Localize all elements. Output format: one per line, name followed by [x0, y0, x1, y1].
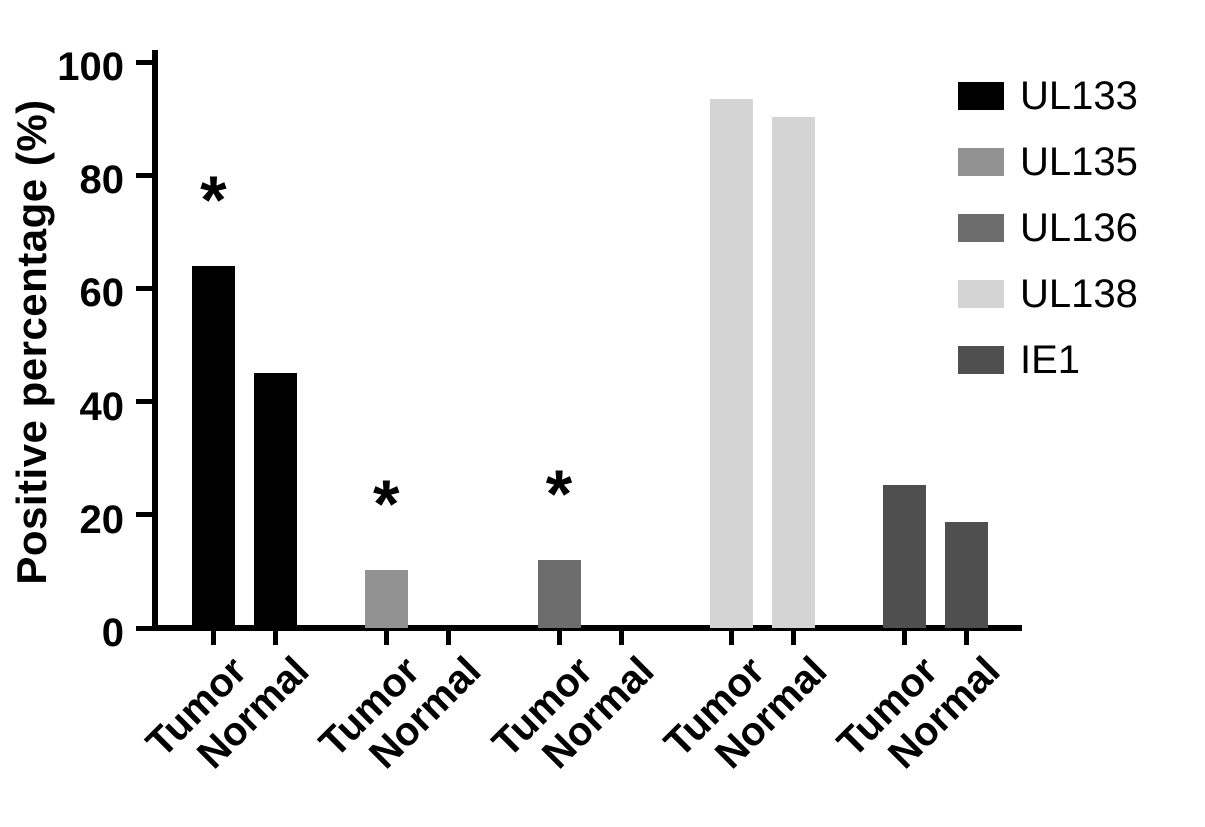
bar-ul133-tumor [191, 265, 235, 628]
significance-asterisk: * [372, 465, 400, 542]
y-axis-line [152, 50, 158, 631]
bar-ul133-normal [253, 373, 297, 628]
bar-ie1-tumor [883, 484, 927, 628]
y-tick-label: 80 [79, 158, 125, 203]
x-tick-mark [902, 631, 908, 645]
legend-item-ul136: UL136 [958, 208, 1205, 248]
bar-ie1-normal [945, 522, 989, 628]
legend-label: UL133 [1020, 74, 1138, 118]
bar-ul136-tumor [537, 560, 581, 628]
y-tick-label: 100 [57, 45, 124, 89]
y-tick-label: 20 [79, 497, 125, 542]
bar-ul138-normal [772, 116, 816, 628]
y-tick-mark [136, 512, 152, 518]
x-tick-mark [272, 631, 278, 645]
legend-swatch [958, 280, 1004, 308]
x-tick-mark [791, 631, 797, 645]
y-tick-label: 60 [79, 271, 125, 316]
x-tick-mark [556, 631, 562, 645]
legend-label: UL136 [1020, 206, 1138, 250]
legend-label: IE1 [1020, 338, 1081, 382]
y-tick-mark [136, 59, 152, 65]
legend-label: UL135 [1020, 140, 1138, 184]
x-tick-mark [729, 631, 735, 645]
legend-label: UL138 [1020, 272, 1138, 316]
x-tick-mark [964, 631, 970, 645]
significance-asterisk: * [545, 456, 573, 533]
x-tick-mark [210, 631, 216, 645]
y-tick-mark [136, 399, 152, 405]
legend-item-ul133: UL133 [958, 76, 1205, 116]
bar-ul138-tumor [710, 98, 754, 628]
legend-item-ul138: UL138 [958, 274, 1205, 314]
y-tick-label: 40 [79, 384, 125, 429]
legend-item-ul135: UL135 [958, 142, 1205, 182]
y-tick-mark [136, 625, 152, 631]
legend-swatch [958, 346, 1004, 374]
legend-item-ie1: IE1 [958, 340, 1205, 380]
y-tick-mark [136, 172, 152, 178]
y-tick-label: 0 [101, 611, 124, 655]
x-tick-mark [618, 631, 624, 645]
significance-asterisk: * [200, 161, 227, 238]
x-tick-mark [383, 631, 389, 645]
legend-swatch [958, 148, 1004, 176]
legend-swatch [958, 82, 1004, 110]
y-tick-mark [136, 285, 152, 291]
legend-swatch [958, 214, 1004, 242]
x-tick-mark [445, 631, 451, 645]
x-axis-line [152, 625, 1022, 631]
bar-ul135-tumor [364, 569, 408, 628]
